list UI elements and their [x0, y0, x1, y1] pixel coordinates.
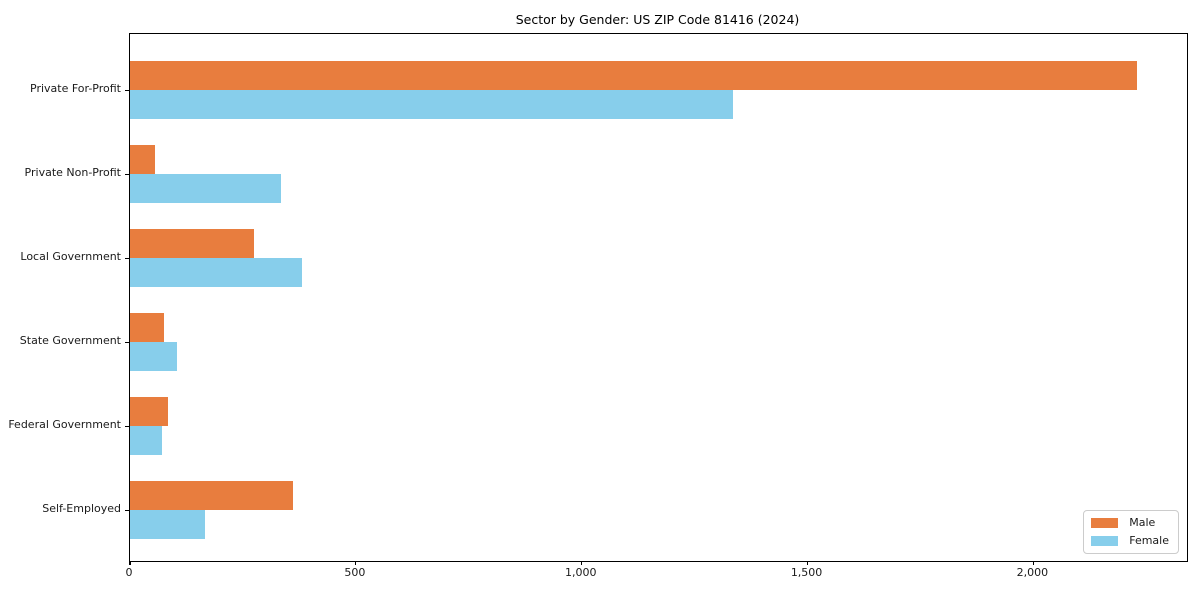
- y-tick-self-employed: [125, 509, 130, 511]
- legend-label-male: Male: [1129, 516, 1156, 529]
- x-tick-500: [355, 561, 357, 565]
- x-tick-label-1-000: 1,000: [564, 566, 597, 579]
- y-tick-local-government: [125, 257, 130, 259]
- bar-female-self-employed: [130, 510, 205, 539]
- y-tick-label-federal-government: Federal Government: [8, 418, 121, 431]
- x-tick-label-1-500: 1,500: [790, 566, 823, 579]
- bar-female-federal-government: [130, 426, 162, 455]
- x-tick-label-0: 0: [125, 566, 133, 579]
- bar-female-local-government: [130, 258, 302, 287]
- bar-male-self-employed: [130, 481, 293, 510]
- y-tick-label-self-employed: Self-Employed: [42, 502, 121, 515]
- legend-entry-female: Female: [1091, 535, 1169, 547]
- legend-entry-male: Male: [1091, 517, 1169, 529]
- legend: Male Female: [1083, 510, 1179, 554]
- x-tick-label-2-000: 2,000: [1016, 566, 1049, 579]
- bar-male-local-government: [130, 229, 255, 258]
- x-tick-1-000: [581, 561, 583, 565]
- bar-male-private-for-profit: [130, 61, 1138, 90]
- x-tick-2-000: [1032, 561, 1034, 565]
- y-tick-label-state-government: State Government: [19, 334, 121, 347]
- bar-female-private-non-profit: [130, 174, 282, 203]
- bar-female-state-government: [130, 342, 178, 371]
- bar-male-federal-government: [130, 397, 169, 426]
- bar-female-private-for-profit: [130, 90, 733, 119]
- x-tick-0: [129, 561, 131, 565]
- y-tick-private-non-profit: [125, 173, 130, 175]
- y-tick-private-for-profit: [125, 89, 130, 91]
- bar-male-state-government: [130, 313, 164, 342]
- legend-swatch-male: [1091, 518, 1119, 528]
- y-tick-label-private-for-profit: Private For-Profit: [30, 82, 121, 95]
- y-tick-label-private-non-profit: Private Non-Profit: [24, 166, 121, 179]
- bar-male-private-non-profit: [130, 145, 155, 174]
- y-tick-state-government: [125, 341, 130, 343]
- legend-label-female: Female: [1129, 534, 1169, 547]
- x-tick-label-500: 500: [344, 566, 366, 579]
- y-tick-label-local-government: Local Government: [20, 250, 121, 263]
- legend-swatch-female: [1091, 536, 1119, 546]
- plot-area: Male Female: [125, 33, 1188, 565]
- chart-title: Sector by Gender: US ZIP Code 81416 (202…: [515, 12, 800, 27]
- x-tick-1-500: [806, 561, 809, 565]
- y-tick-federal-government: [125, 425, 130, 427]
